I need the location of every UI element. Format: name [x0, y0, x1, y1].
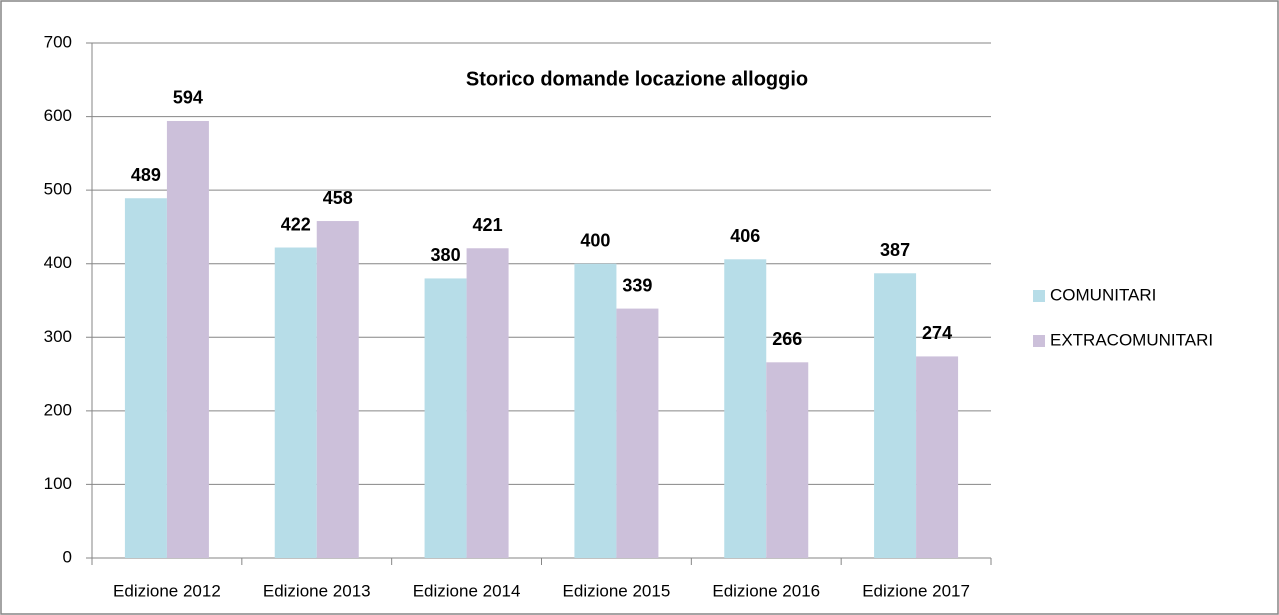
- x-tick-label: Edizione 2016: [712, 581, 820, 600]
- data-label: 387: [880, 240, 910, 260]
- bar: [916, 356, 959, 558]
- x-tick-label: Edizione 2015: [563, 581, 671, 600]
- chart-title: Storico domande locazione alloggio: [466, 68, 808, 90]
- bar: [124, 198, 167, 558]
- data-label: 274: [922, 323, 952, 343]
- data-label: 400: [580, 230, 610, 250]
- y-tick-label: 500: [44, 180, 72, 199]
- x-tick-label: Edizione 2014: [413, 581, 521, 600]
- legend-swatch: [1033, 290, 1045, 302]
- data-label: 489: [131, 165, 161, 185]
- y-tick-label: 300: [44, 327, 72, 346]
- bar: [466, 248, 509, 558]
- y-tick-label: 600: [44, 106, 72, 125]
- y-tick-label: 200: [44, 400, 72, 419]
- data-label: 339: [622, 275, 652, 295]
- bar: [274, 247, 317, 558]
- data-label: 266: [772, 329, 802, 349]
- data-label: 421: [473, 215, 503, 235]
- bar: [574, 263, 617, 558]
- data-label: 458: [323, 188, 353, 208]
- data-label: 406: [730, 226, 760, 246]
- legend-label: EXTRACOMUNITARI: [1050, 330, 1213, 349]
- y-tick-label: 100: [44, 474, 72, 493]
- y-tick-label: 400: [44, 253, 72, 272]
- bar: [766, 362, 809, 558]
- data-label: 422: [281, 214, 311, 234]
- y-tick-label: 700: [44, 32, 72, 51]
- bar: [874, 273, 917, 558]
- legend-label: COMUNITARI: [1050, 285, 1156, 304]
- bar: [424, 278, 467, 558]
- legend-swatch: [1033, 335, 1045, 347]
- x-tick-label: Edizione 2013: [263, 581, 371, 600]
- data-label: 594: [173, 88, 203, 108]
- bar: [316, 221, 359, 559]
- bar: [724, 259, 767, 558]
- bar: [616, 308, 659, 558]
- y-tick-label: 0: [63, 547, 72, 566]
- data-label: 380: [431, 245, 461, 265]
- x-tick-label: Edizione 2017: [862, 581, 970, 600]
- bar: [166, 120, 209, 558]
- x-tick-label: Edizione 2012: [113, 581, 221, 600]
